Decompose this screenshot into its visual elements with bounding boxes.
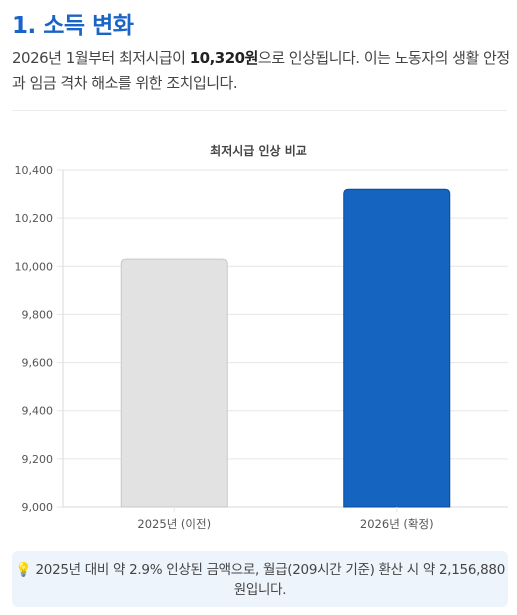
y-tick-label: 9,000 — [22, 501, 54, 514]
lightbulb-icon: 💡 — [15, 562, 32, 578]
y-tick-label: 9,200 — [22, 453, 54, 466]
y-tick-label: 9,800 — [22, 308, 54, 321]
y-tick-label: 10,000 — [15, 260, 54, 273]
x-tick-label: 2026년 (확정) — [360, 517, 434, 531]
intro-paragraph: 2026년 1월부터 최저시급이 10,320원으로 인상됩니다. 이는 노동자… — [12, 46, 512, 96]
note-text: 2025년 대비 약 2.9% 인상된 금액으로, 월급(209시간 기준) 환… — [35, 562, 506, 598]
info-note: 💡 2025년 대비 약 2.9% 인상된 금액으로, 월급(209시간 기준) … — [12, 551, 508, 607]
chart-title: 최저시급 인상 비교 — [210, 143, 307, 158]
intro-highlight-wage: 10,320원 — [189, 49, 259, 67]
intro-text-before: 2026년 1월부터 최저시급이 — [12, 49, 190, 67]
intro-text-after: 으로 인상됩니다. 이는 노동자의 생활 안정과 임금 격차 해소를 위한 조치… — [12, 49, 510, 92]
divider — [12, 110, 507, 111]
x-tick-label: 2025년 (이전) — [137, 517, 211, 531]
y-tick-label: 10,200 — [15, 212, 54, 225]
bar-2025 — [120, 258, 228, 508]
y-tick-label: 10,400 — [15, 164, 54, 177]
bar-2026 — [343, 188, 451, 508]
section-title: 1. 소득 변화 — [12, 13, 134, 39]
y-tick-label: 9,600 — [22, 357, 54, 370]
y-tick-label: 9,400 — [22, 405, 54, 418]
bar-chart: 최저시급 인상 비교 9,000 9,200 9,400 9,600 9,800 10,00… — [15, 143, 508, 531]
chart-container: 최저시급 인상 비교 9,000 9,200 9,400 9,600 9,800 10,00… — [0, 130, 517, 540]
